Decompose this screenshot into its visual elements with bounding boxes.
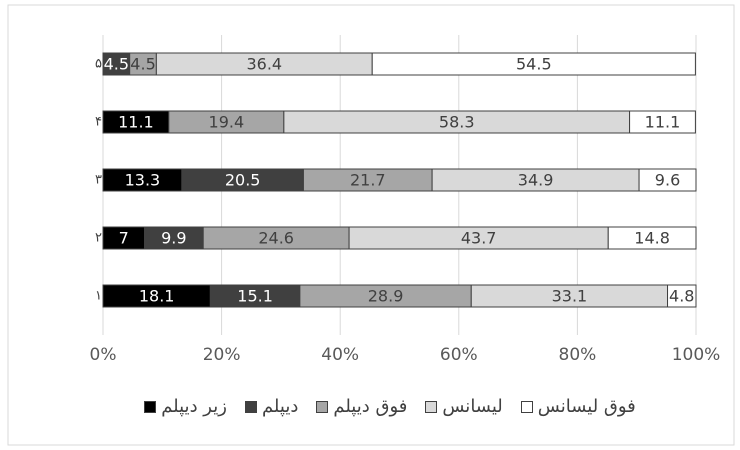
x-tick-label: 100% [672, 345, 721, 365]
data-label: 7 [119, 229, 129, 248]
legend-item: فوق لیسانس [520, 396, 636, 417]
legend: زیر دیپلم دیپلم فوق دیپلم لیسانس فوق لیسانس [60, 396, 720, 417]
x-tick-label: 80% [559, 345, 597, 365]
data-label: 4.8 [669, 287, 694, 306]
x-tick-label: 20% [203, 345, 241, 365]
bar-segment [371, 52, 696, 76]
data-label: 11.1 [118, 113, 154, 132]
x-tick-label: 60% [440, 345, 478, 365]
legend-label: فوق دیپلم [333, 396, 408, 417]
legend-swatch [144, 400, 157, 413]
data-label: 54.5 [516, 55, 552, 74]
legend-label: زیر دیپلم [161, 396, 227, 417]
data-label: 20.5 [225, 171, 261, 190]
data-label: 9.9 [161, 229, 186, 248]
legend-swatch [316, 400, 329, 413]
legend-label: لیسانس [442, 396, 503, 417]
data-label: 21.7 [350, 171, 386, 190]
data-label: 9.6 [655, 171, 680, 190]
legend-swatch [520, 400, 533, 413]
data-label: 4.5 [130, 55, 155, 74]
legend-item: فوق دیپلم [316, 396, 407, 417]
data-label: 13.3 [125, 171, 161, 190]
legend-label: فوق لیسانس [537, 396, 636, 417]
legend-item: لیسانس [425, 396, 503, 417]
bar-segment [607, 226, 697, 250]
x-tick-label: 40% [321, 345, 359, 365]
bar-segment [629, 110, 696, 134]
data-label: 14.8 [634, 229, 670, 248]
legend-item: زیر دیپلم [144, 396, 227, 417]
data-label: 36.4 [246, 55, 282, 74]
data-label: 34.9 [518, 171, 554, 190]
x-tick-label: 0% [90, 345, 117, 365]
data-label: 28.9 [368, 287, 404, 306]
data-label: 18.1 [139, 287, 175, 306]
data-label: 11.1 [645, 113, 681, 132]
data-label: 19.4 [209, 113, 245, 132]
legend-swatch [425, 400, 438, 413]
data-label: 15.1 [237, 287, 273, 306]
data-label: 33.1 [552, 287, 588, 306]
bar-segment [638, 168, 697, 192]
legend-item: دیپلم [244, 396, 299, 417]
bar-segment [667, 284, 697, 308]
data-label: 58.3 [439, 113, 475, 132]
data-label: 43.7 [461, 229, 497, 248]
legend-label: دیپلم [261, 396, 299, 417]
legend-swatch [244, 400, 257, 413]
chart-border [7, 4, 735, 446]
data-label: 24.6 [258, 229, 294, 248]
data-label: 4.5 [104, 55, 129, 74]
